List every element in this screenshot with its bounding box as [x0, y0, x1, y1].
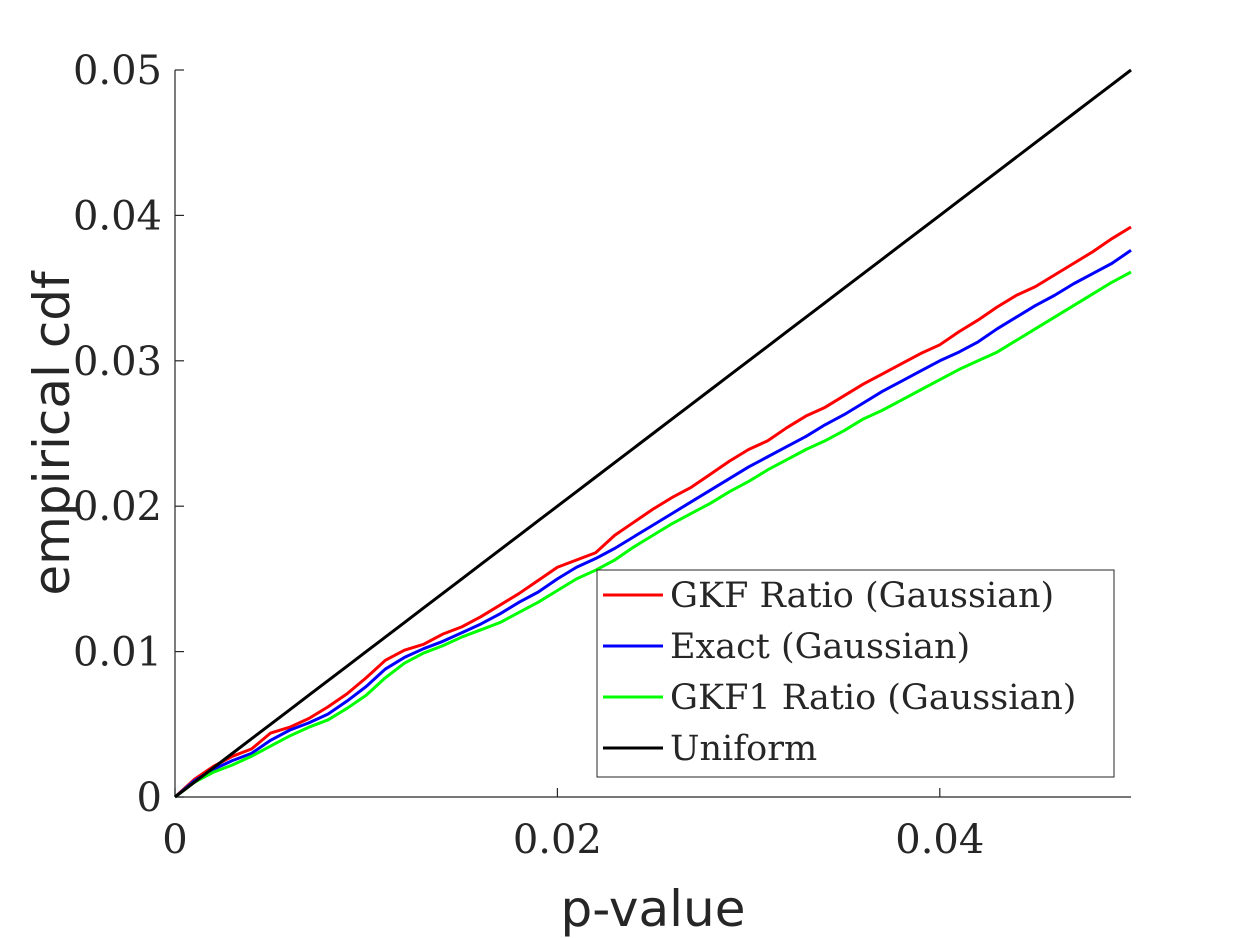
y-tick-label: 0.05 [73, 48, 162, 94]
x-ticks: 0 0.02 0.04 [162, 788, 984, 863]
y-tick-label: 0.03 [73, 339, 162, 385]
x-tick-label: 0.04 [895, 817, 984, 863]
y-tick-label: 0.01 [73, 630, 162, 676]
legend-label: GKF Ratio (Gaussian) [670, 576, 1054, 616]
axes [174, 70, 1131, 798]
x-tick-label: 0.02 [513, 817, 602, 863]
y-axis-label: empirical cdf [23, 270, 81, 596]
y-tick-label: 0 [137, 775, 162, 821]
y-tick-label: 0.02 [73, 484, 162, 530]
y-tick-label: 0.04 [73, 193, 162, 239]
series-line-4 [174, 68, 1132, 799]
x-axis-label: p-value [560, 880, 745, 938]
legend-label: GKF1 Ratio (Gaussian) [670, 678, 1076, 718]
legend-label: Uniform [670, 729, 817, 769]
legend: GKF Ratio (Gaussian) Exact (Gaussian) GKF1… [596, 569, 1115, 778]
x-tick-label: 0 [162, 817, 187, 863]
legend-box [596, 569, 1115, 778]
series-line-3 [174, 270, 1132, 799]
y-ticks: 0 0.01 0.02 0.03 0.04 0.05 [73, 48, 184, 821]
series-line-2 [174, 249, 1132, 799]
series-line-1 [173, 225, 1132, 799]
legend-label: Exact (Gaussian) [670, 627, 970, 667]
series-lines [173, 68, 1132, 799]
